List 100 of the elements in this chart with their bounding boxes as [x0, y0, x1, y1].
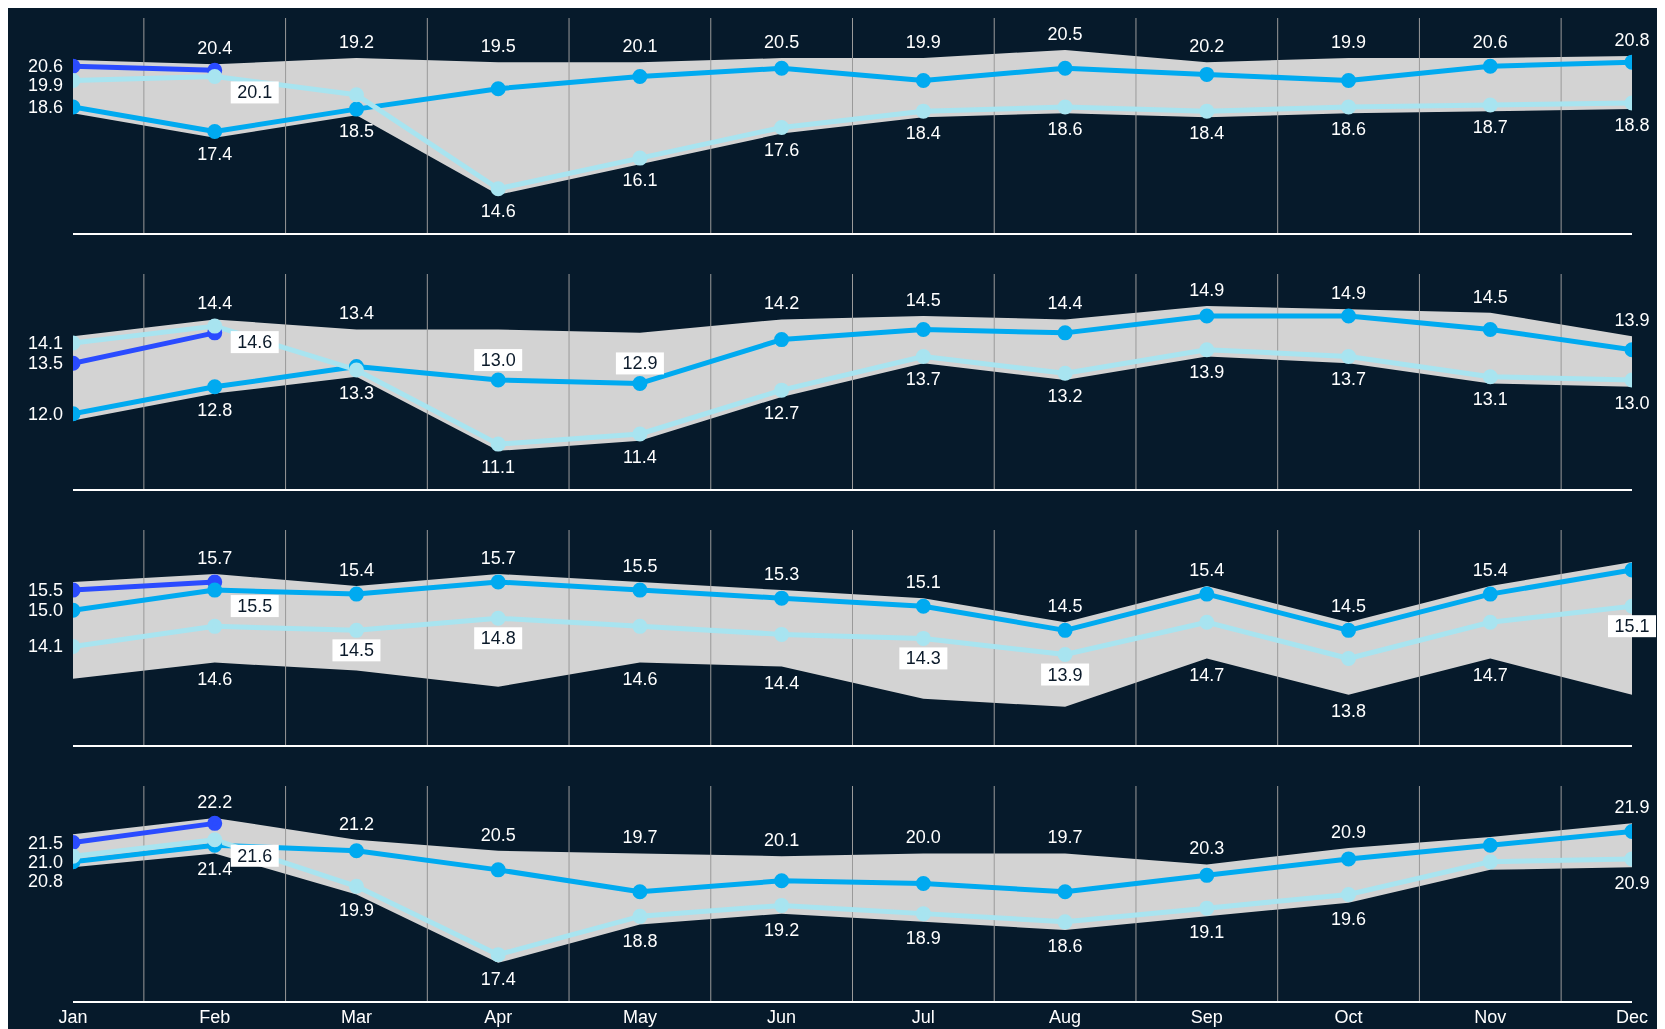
data-label: 16.1 [622, 170, 658, 191]
data-label: 14.4 [1047, 293, 1083, 314]
data-label: 20.6 [1472, 32, 1508, 53]
data-label: 20.6 [27, 56, 63, 77]
data-label: 14.5 [905, 290, 941, 311]
data-label: 13.9 [1189, 362, 1225, 383]
data-label: 14.2 [764, 293, 800, 314]
data-label: 14.4 [197, 293, 233, 314]
data-label: 19.6 [1331, 908, 1367, 929]
x-tick-label: Dec [1615, 1006, 1649, 1027]
data-label: 14.6 [622, 668, 658, 689]
data-label: 21.0 [27, 851, 63, 872]
data-label: 21.2 [338, 813, 374, 834]
data-label: 18.8 [1614, 115, 1650, 136]
data-label: 19.9 [27, 75, 63, 96]
data-label: 17.4 [197, 143, 233, 164]
data-label: 14.3 [905, 648, 941, 669]
data-label: 21.9 [1614, 797, 1650, 818]
data-label: 15.3 [764, 564, 800, 585]
data-label: 18.6 [1047, 119, 1083, 140]
data-label: 20.1 [764, 830, 800, 851]
data-label: 20.4 [197, 38, 233, 59]
data-label: 14.5 [1331, 596, 1367, 617]
data-label: 15.4 [338, 560, 374, 581]
data-label: 19.7 [1047, 827, 1083, 848]
data-label: 15.4 [1472, 560, 1508, 581]
data-label: 12.0 [27, 403, 63, 424]
data-label: 14.7 [1472, 664, 1508, 685]
data-label: 20.0 [905, 827, 941, 848]
data-label: 21.5 [27, 832, 63, 853]
data-label: 18.7 [1472, 117, 1508, 138]
data-label: 20.8 [27, 870, 63, 891]
x-tick-label: Sep [1190, 1006, 1223, 1027]
x-tick-label: Mar [340, 1006, 372, 1027]
data-label: 19.7 [622, 827, 658, 848]
data-label: 19.9 [338, 900, 374, 921]
data-label: 20.3 [1189, 838, 1225, 859]
data-label: 13.3 [338, 382, 374, 403]
x-tick-label: May [622, 1006, 657, 1027]
data-label: 15.7 [480, 547, 516, 568]
data-label: 19.9 [1331, 32, 1367, 53]
x-tick-label: Jul [911, 1006, 935, 1027]
data-label: 18.6 [1047, 936, 1083, 957]
data-label: 13.9 [1614, 310, 1650, 331]
data-label: 15.4 [1189, 560, 1225, 581]
data-label: 18.6 [27, 97, 63, 118]
data-label: 15.7 [197, 547, 233, 568]
data-label: 18.4 [1189, 123, 1225, 144]
data-label: 20.1 [237, 82, 273, 103]
data-label: 15.1 [1614, 616, 1650, 637]
data-label: 11.1 [481, 456, 516, 477]
data-label: 12.9 [622, 353, 658, 374]
x-tick-label: Nov [1474, 1006, 1507, 1027]
data-label: 14.5 [1472, 286, 1508, 307]
data-label: 20.5 [480, 824, 516, 845]
data-label: 19.1 [1189, 922, 1225, 943]
x-tick-label: Oct [1334, 1006, 1363, 1027]
data-label: 22.2 [197, 791, 233, 812]
data-label: 13.9 [1047, 664, 1083, 685]
data-label: 17.4 [480, 968, 516, 989]
data-label: 21.6 [237, 845, 273, 866]
data-label: 14.9 [1331, 283, 1367, 304]
data-label: 18.6 [1331, 119, 1367, 140]
x-tick-label: Jan [58, 1006, 88, 1027]
data-label: 12.8 [197, 399, 233, 420]
data-label: 13.0 [480, 350, 516, 371]
data-label: 14.5 [338, 640, 374, 661]
data-label: 14.5 [1047, 596, 1083, 617]
data-label: 20.5 [1047, 23, 1083, 44]
data-label: 15.1 [905, 572, 941, 593]
data-label: 11.4 [623, 446, 657, 467]
data-label: 13.4 [338, 303, 374, 324]
data-label: 19.5 [480, 36, 516, 57]
data-label: 19.9 [905, 32, 941, 53]
data-label: 19.2 [764, 919, 800, 940]
data-label: 18.9 [905, 927, 941, 948]
x-tick-label: Feb [199, 1006, 231, 1027]
data-label: 18.8 [622, 930, 658, 951]
data-label: 20.1 [622, 36, 658, 57]
data-label: 14.6 [480, 200, 516, 221]
data-label: 14.4 [764, 672, 800, 693]
data-label: 14.7 [1189, 664, 1225, 685]
data-label: 18.5 [338, 121, 374, 142]
data-label: 20.2 [1189, 36, 1225, 57]
data-label: 15.5 [27, 580, 63, 601]
x-tick-label: Apr [484, 1006, 513, 1027]
data-label: 15.5 [237, 596, 273, 617]
data-label: 13.0 [1614, 392, 1650, 413]
data-label: 15.0 [27, 600, 63, 621]
data-label: 14.6 [237, 332, 273, 353]
data-label: 20.9 [1331, 821, 1367, 842]
x-tick-label: Aug [1049, 1006, 1082, 1027]
data-label: 13.5 [27, 353, 63, 374]
data-label: 20.8 [1614, 30, 1650, 51]
data-label: 20.9 [1614, 873, 1650, 894]
data-label: 13.7 [905, 369, 941, 390]
data-label: 19.2 [338, 32, 374, 53]
data-label: 21.4 [197, 859, 233, 880]
data-label: 13.1 [1472, 389, 1508, 410]
data-label: 14.9 [1189, 279, 1225, 300]
